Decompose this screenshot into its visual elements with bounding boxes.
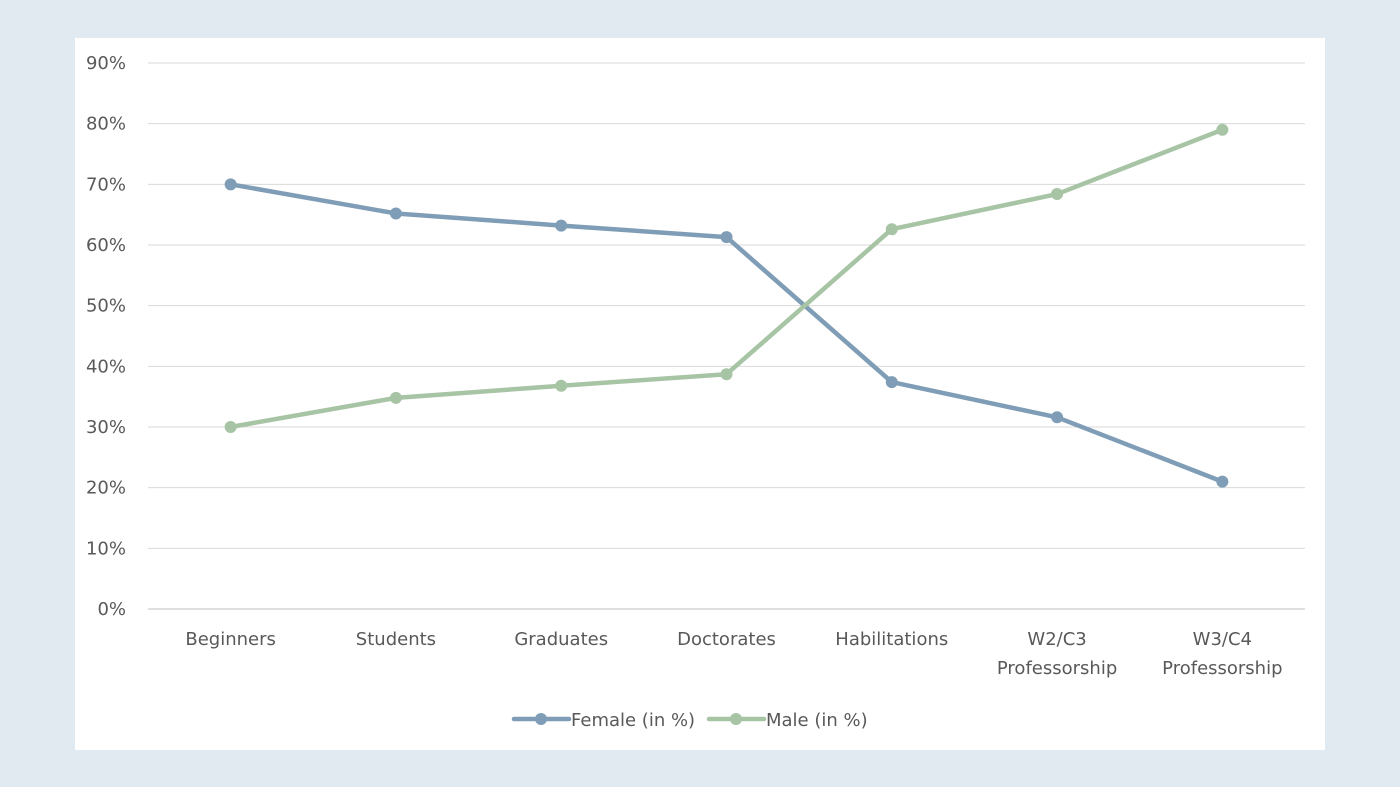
- y-tick-label: 60%: [86, 235, 126, 256]
- x-tick-label: Doctorates: [677, 629, 776, 650]
- x-tick-label: Professorship: [997, 658, 1117, 679]
- data-point: [224, 178, 237, 191]
- data-point: [885, 223, 898, 236]
- y-tick-label: 40%: [86, 356, 126, 377]
- y-tick-label: 0%: [97, 599, 126, 620]
- series-line: [230, 182, 1224, 484]
- legend-marker: [730, 713, 742, 725]
- x-tick-label: Professorship: [1162, 658, 1282, 679]
- data-point: [224, 421, 237, 433]
- x-tick-label: Habilitations: [835, 629, 948, 650]
- series-line: [230, 127, 1224, 430]
- data-point: [885, 376, 898, 389]
- data-point: [555, 379, 568, 392]
- x-tick-label: W2/C3: [1027, 629, 1086, 650]
- data-point: [1051, 411, 1064, 424]
- chart-card: [75, 38, 1325, 750]
- x-tick-label: Students: [356, 629, 436, 650]
- data-point: [1216, 475, 1229, 488]
- x-tick-label: Beginners: [185, 629, 276, 650]
- data-point: [1051, 188, 1064, 201]
- y-tick-label: 50%: [86, 296, 126, 317]
- y-tick-label: 70%: [86, 174, 126, 195]
- x-tick-label: Graduates: [514, 629, 608, 650]
- y-tick-label: 20%: [86, 478, 126, 499]
- data-point: [555, 219, 568, 232]
- data-point: [1216, 123, 1229, 136]
- data-point: [720, 368, 733, 381]
- y-tick-label: 90%: [86, 53, 126, 74]
- y-tick-label: 30%: [86, 417, 126, 438]
- x-tick-label: W3/C4: [1193, 629, 1252, 650]
- data-point: [389, 207, 402, 220]
- data-point: [389, 391, 402, 404]
- legend-label: Male (in %): [766, 710, 868, 731]
- y-tick-label: 80%: [86, 114, 126, 135]
- legend-marker: [535, 713, 547, 725]
- y-tick-label: 10%: [86, 538, 126, 559]
- data-point: [720, 231, 733, 244]
- legend-label: Female (in %): [571, 710, 695, 731]
